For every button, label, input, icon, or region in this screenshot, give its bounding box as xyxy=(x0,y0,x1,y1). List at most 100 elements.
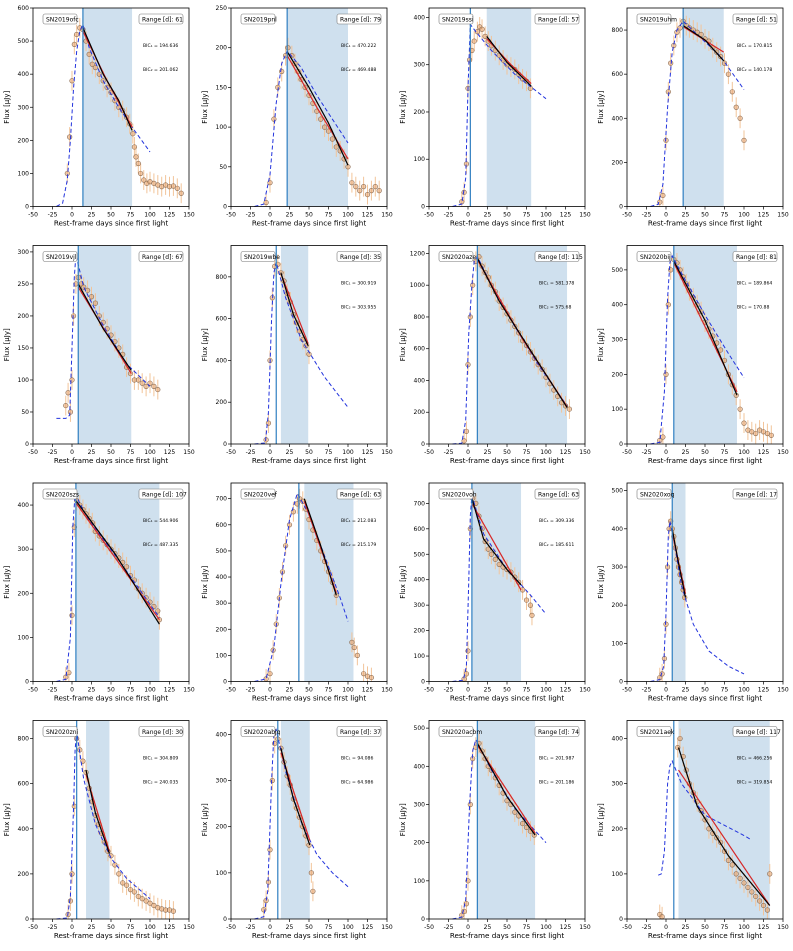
range-box-frame xyxy=(336,726,382,737)
lightcurve-panel: -50 -25 0 25 50 75 100 125 150 0 200 400 600 800 1000 1… xyxy=(399,245,591,465)
sn-name-box: SN2020zni xyxy=(42,726,79,737)
fit-line-broken xyxy=(280,272,309,347)
sn-name-box-frame xyxy=(636,726,672,737)
bic1-label: BIC₁ = 581.378 xyxy=(539,281,574,287)
x-tick-label: 75 xyxy=(523,924,531,931)
y-tick-label: 0 xyxy=(25,916,29,923)
sn-name-box-frame xyxy=(240,13,276,25)
fit-line-broken xyxy=(677,747,771,906)
x-tick-label: 150 xyxy=(183,924,195,931)
x-tick-label: -50 xyxy=(28,449,38,456)
x-tick-label: 25 xyxy=(484,687,492,694)
y-tick-label: 400 xyxy=(612,736,624,743)
fit-line-broken xyxy=(303,498,337,596)
data-point xyxy=(80,758,86,764)
data-point xyxy=(353,184,359,190)
model-curve xyxy=(452,255,568,445)
fit-range-shade xyxy=(75,483,160,682)
y-tick-label: 200 xyxy=(414,628,426,635)
lightcurve-panel: -50 -25 0 25 50 75 100 125 150 0 200 400 600 800 Rest-… xyxy=(597,7,789,228)
data-point xyxy=(737,875,743,881)
x-tick-label: -25 xyxy=(48,449,58,456)
y-tick-label: 300 xyxy=(414,62,426,69)
fit-line-broken xyxy=(471,498,522,586)
sn-name: SN2020xoq xyxy=(640,492,675,499)
y-tick-label: 400 xyxy=(216,731,228,738)
data-point xyxy=(466,57,473,63)
data-point xyxy=(767,871,773,877)
sn-name: SN2020acbm xyxy=(442,729,482,736)
sn-name-box-frame xyxy=(636,13,672,25)
fit-range-shade xyxy=(287,8,348,207)
sn-name: SN2020szs xyxy=(46,492,79,499)
data-point xyxy=(84,287,91,293)
range-box-frame xyxy=(138,251,184,262)
y-axis-label: Flux [μJy] xyxy=(597,91,605,124)
x-tick-label: 25 xyxy=(682,449,690,456)
x-tick-label: -50 xyxy=(28,212,38,219)
x-axis-label: Rest-frame days since first light xyxy=(54,219,168,228)
y-tick-label: 800 xyxy=(414,314,426,321)
sn-name-box: SN2019vjl xyxy=(42,251,78,262)
x-tick-label: 100 xyxy=(342,687,354,694)
plot-frame xyxy=(32,720,190,920)
y-tick-label: 1000 xyxy=(410,282,425,289)
sn-name-box-frame xyxy=(438,726,474,737)
sn-name-box: SN2020aze xyxy=(438,251,476,262)
data-point xyxy=(668,60,674,66)
range-box: Range [d]: 30 xyxy=(138,726,184,737)
y-tick-label: 100 xyxy=(216,870,228,877)
data-point xyxy=(523,597,530,603)
bic2-label: BIC₂ = 240.035 xyxy=(143,780,178,786)
data-point xyxy=(290,509,297,515)
y-axis-label: Flux [μJy] xyxy=(201,566,209,599)
fit-line-broken xyxy=(682,25,725,62)
data-point xyxy=(279,68,285,75)
x-tick-label: 25 xyxy=(682,687,690,694)
fit-line-broken xyxy=(85,769,110,854)
fit-line-broken xyxy=(476,257,568,408)
x-tick-label: 0 xyxy=(70,924,74,931)
x-tick-label: 50 xyxy=(503,924,511,931)
x-tick-label: -50 xyxy=(622,687,632,694)
range-box: Range [d]: 17 xyxy=(732,488,778,500)
y-tick-label: 100 xyxy=(612,871,624,878)
data-point xyxy=(131,889,137,895)
data-point xyxy=(492,556,498,562)
x-tick-label: 25 xyxy=(88,687,96,694)
range-label: Range [d]: 79 xyxy=(340,17,381,24)
y-tick-label: 200 xyxy=(216,626,228,633)
x-tick-label: 50 xyxy=(701,924,709,931)
x-axis-label: Rest-frame days since first light xyxy=(450,931,564,940)
x-tick-label: -25 xyxy=(246,212,256,219)
fit-line-broken xyxy=(77,283,132,371)
x-axis-label: Rest-frame days since first light xyxy=(648,694,762,703)
data-point xyxy=(135,893,141,900)
sn-name-box: SN2020voh xyxy=(438,488,477,500)
bic2-label: BIC₂ = 575.68 xyxy=(539,305,571,311)
x-tick-label: 100 xyxy=(540,687,552,694)
y-axis-label: Flux [μJy] xyxy=(201,328,209,361)
y-tick-label: 0 xyxy=(619,916,623,923)
data-point xyxy=(753,893,759,900)
range-box-frame xyxy=(534,251,580,262)
sn-name: SN2020abjq xyxy=(244,729,281,736)
range-box: Range [d]: 74 xyxy=(534,726,580,737)
y-tick-label: 200 xyxy=(18,313,30,320)
x-tick-label: 25 xyxy=(88,449,96,456)
x-tick-label: 150 xyxy=(183,449,195,456)
x-tick-label: -50 xyxy=(622,924,632,931)
x-tick-label: 50 xyxy=(701,449,709,456)
y-tick-label: 200 xyxy=(18,871,30,878)
lightcurve-panel: -50 -25 0 25 50 75 100 125 150 0 100 200 300 400 Rest-… xyxy=(201,720,393,940)
y-axis-label: Flux [μJy] xyxy=(3,328,11,361)
y-tick-label: 300 xyxy=(612,781,624,788)
x-tick-label: -50 xyxy=(424,924,434,931)
y-axis-label: Flux [μJy] xyxy=(3,91,11,124)
y-tick-label: 200 xyxy=(216,824,228,831)
x-axis-label: Rest-frame days since first light xyxy=(252,456,366,465)
data-point xyxy=(70,313,77,319)
data-point xyxy=(71,41,77,47)
data-point xyxy=(741,137,747,143)
x-tick-label: 150 xyxy=(381,687,393,694)
